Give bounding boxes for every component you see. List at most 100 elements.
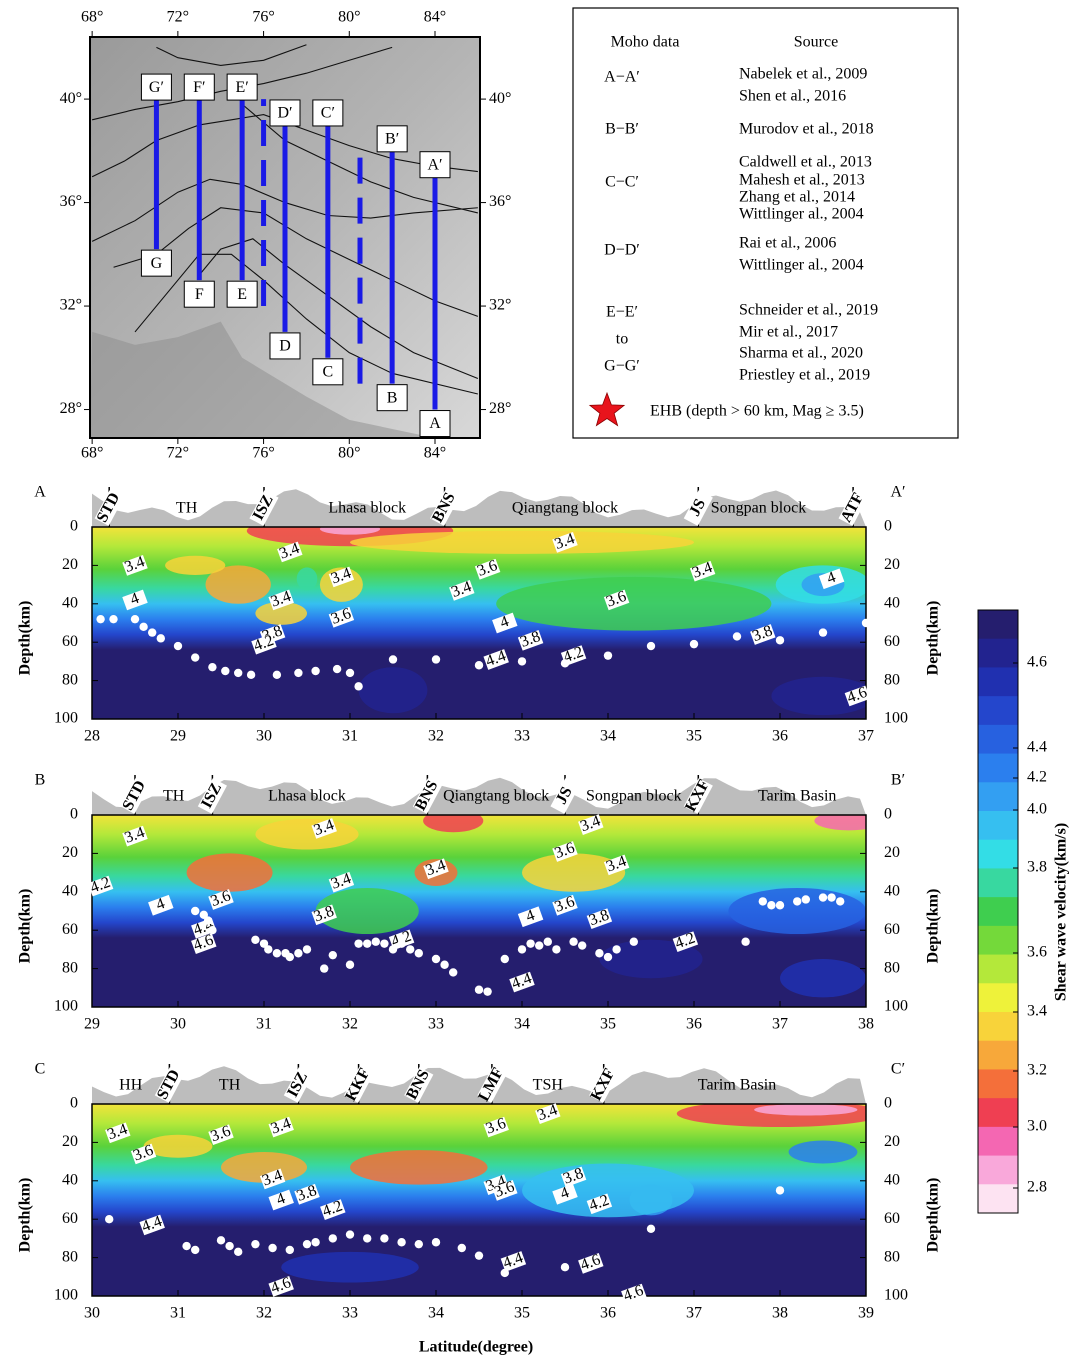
profile-label: E′ [236,79,249,96]
x-tick-label: 32 [256,1305,272,1322]
y-tick-label: 32° [60,297,82,314]
x-tick-label: 38 [772,1305,788,1322]
y-tick-label: 100 [884,998,908,1015]
velocity-anomaly [205,565,271,604]
contour-label: 3.6 [492,1178,517,1201]
profile-label-box [269,332,301,360]
contour-label: 3.8 [294,1182,319,1205]
contour-label: 4.4 [509,970,534,993]
fault-label-box [589,1067,619,1103]
contour-label-box [268,1116,294,1138]
moho-point [388,945,398,954]
x-tick-label: 32 [342,1016,358,1033]
fault-trace [134,253,478,395]
x-tick-label: 32 [428,728,444,745]
contour-label: 4.6 [845,684,870,707]
moho-point [302,945,312,954]
velocity-anomaly [771,676,866,716]
profile-label: F [195,286,204,303]
fault-label-box [283,1067,313,1103]
contour-label: 4.2 [389,928,414,951]
profile-label: D′ [277,105,292,122]
moho-point [96,614,105,624]
contour-label: 3.4 [449,578,474,601]
moho-point [156,634,165,643]
section-label: B′ [891,772,905,789]
velocity-anomaly [780,959,866,998]
block-name: Qiangtang block [443,788,549,805]
contour-label: 3.6 [208,1123,233,1146]
contour-label-box [268,1276,294,1297]
profile-label: A [429,415,441,432]
moho-point [203,916,213,925]
moho-point [569,937,578,946]
moho-point [345,668,355,678]
contour-label: 3.8 [518,628,543,651]
colorbar-tick-label: 3.0 [1027,1118,1047,1135]
x-tick-label: 38 [858,1016,874,1033]
moho-point [264,945,273,954]
legend-source: Murodov et al., 2018 [739,121,874,138]
moho-point [320,964,329,973]
x-tick-label: 36 [600,1305,616,1322]
moho-point [741,937,750,946]
y-tick-label: 32° [489,297,511,314]
fault-trace [156,44,307,67]
color-band [978,1184,1018,1214]
velocity-anomaly [350,530,694,554]
block-name: Lhasa block [328,500,406,517]
y-tick-label: 28° [489,400,511,417]
moho-point [380,1234,389,1243]
velocity-anomaly [358,667,428,714]
y-tick-label: 0 [70,806,78,823]
legend-source: Mahesh et al., 2013 [739,172,865,189]
fault-trace [241,103,478,214]
y-tick-label: 80 [62,1248,78,1265]
moho-point [272,949,282,958]
contour-label: 4.2 [251,632,276,655]
legend-row-label: C−C′ [605,174,639,191]
legend-row-label: E−E′ [606,304,638,321]
contour-label-box [139,1214,165,1236]
color-band [978,638,1018,668]
x-tick-label: 36 [772,728,788,745]
profile-label-box [376,384,408,412]
moho-point [560,1263,570,1272]
y-tick-label: 100 [884,710,908,727]
contour-label: 3.4 [269,588,294,611]
moho-point [363,1234,372,1243]
y-axis-label: Depth(km) [17,889,34,964]
moho-point [285,952,294,962]
moho-point [345,960,355,969]
y-axis-label: Depth(km) [925,1178,942,1253]
moho-point [474,1251,484,1260]
block-name: Tarim Basin [698,1077,776,1094]
x-tick-label: 29 [84,1016,100,1033]
moho-point [397,939,406,948]
x-tick-label: 37 [686,1305,702,1322]
moho-point [414,1239,423,1249]
y-tick-label: 0 [70,1095,78,1112]
profile-label: B′ [385,131,399,148]
x-tick-label: 37 [858,728,874,745]
moho-point [259,939,269,948]
contour-label-box [586,908,613,930]
anomaly-group [165,527,866,716]
moho-point [105,1215,114,1224]
contour-label-box [552,894,578,916]
contour-label-box [492,1180,518,1201]
moho-point [543,937,552,946]
y-tick-label: 20 [884,556,900,573]
block-name: TH [219,1077,241,1094]
contour-label-box [603,589,630,611]
moho-point [139,622,148,632]
profile-label-box [312,358,344,386]
contour-label: 4.4 [140,1213,165,1236]
moho-point [440,960,449,969]
y-tick-label: 80 [62,959,78,976]
moho-point [406,945,415,954]
contour-label: 3.4 [269,1115,294,1138]
contour-label: 3.4 [329,870,354,893]
moho-point [225,1241,234,1251]
x-tick-label: 31 [256,1016,272,1033]
